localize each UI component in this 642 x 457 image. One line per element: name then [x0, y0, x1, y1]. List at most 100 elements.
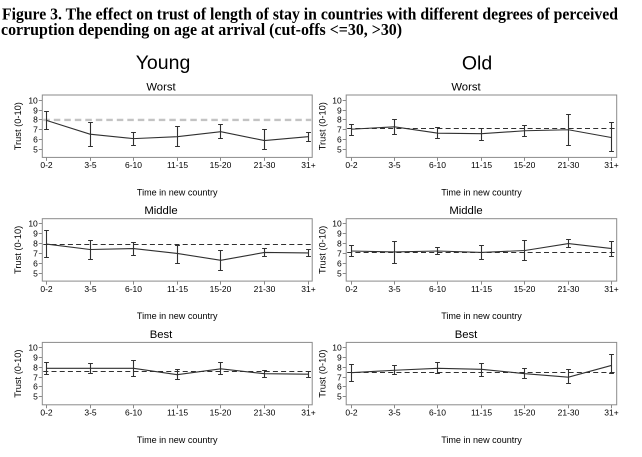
svg-text:10: 10 [332, 218, 342, 228]
svg-text:Time in new country: Time in new country [137, 435, 218, 445]
svg-text:11-15: 11-15 [471, 160, 492, 170]
svg-text:3-5: 3-5 [84, 160, 97, 170]
svg-text:0-2: 0-2 [345, 160, 358, 170]
svg-text:Time in new country: Time in new country [441, 435, 522, 445]
svg-text:3-5: 3-5 [84, 408, 97, 418]
svg-text:6: 6 [33, 258, 38, 268]
svg-text:7: 7 [33, 248, 38, 258]
svg-text:8: 8 [33, 114, 38, 124]
svg-text:6-10: 6-10 [125, 160, 142, 170]
svg-text:8: 8 [337, 114, 342, 124]
svg-text:11-15: 11-15 [471, 284, 492, 294]
svg-text:21-30: 21-30 [558, 160, 580, 170]
svg-text:11-15: 11-15 [167, 160, 188, 170]
svg-text:10: 10 [28, 342, 38, 352]
svg-text:8: 8 [337, 238, 342, 248]
svg-text:6: 6 [337, 381, 342, 391]
svg-text:11-15: 11-15 [471, 408, 492, 418]
svg-text:10: 10 [28, 218, 38, 228]
svg-text:Figure 3. The effect on trust: Figure 3. The effect on trust of length … [2, 4, 618, 24]
svg-text:5: 5 [33, 391, 38, 401]
svg-text:7: 7 [337, 124, 342, 134]
svg-text:Time in new country: Time in new country [441, 311, 522, 321]
svg-text:5: 5 [337, 144, 342, 154]
svg-text:Best: Best [150, 329, 173, 341]
svg-text:Trust (0-10): Trust (0-10) [318, 102, 328, 150]
svg-text:15-20: 15-20 [210, 160, 232, 170]
svg-text:31+: 31+ [301, 408, 315, 418]
svg-text:3-5: 3-5 [388, 284, 401, 294]
svg-text:10: 10 [332, 342, 342, 352]
svg-text:5: 5 [337, 268, 342, 278]
svg-text:6-10: 6-10 [429, 284, 446, 294]
svg-text:31+: 31+ [604, 284, 618, 294]
svg-text:15-20: 15-20 [514, 284, 536, 294]
svg-text:Trust (0-10): Trust (0-10) [318, 349, 328, 397]
svg-text:11-15: 11-15 [167, 408, 188, 418]
svg-text:Middle: Middle [144, 205, 177, 217]
svg-text:9: 9 [33, 105, 38, 115]
svg-text:Best: Best [455, 329, 478, 341]
svg-text:6-10: 6-10 [429, 160, 446, 170]
svg-text:21-30: 21-30 [558, 408, 580, 418]
svg-text:Time in new country: Time in new country [137, 311, 218, 321]
svg-text:10: 10 [28, 95, 38, 105]
svg-text:5: 5 [33, 268, 38, 278]
svg-text:6: 6 [33, 381, 38, 391]
svg-text:8: 8 [33, 238, 38, 248]
svg-text:0-2: 0-2 [40, 408, 53, 418]
svg-text:Middle: Middle [449, 205, 482, 217]
svg-text:6-10: 6-10 [125, 284, 142, 294]
svg-text:15-20: 15-20 [210, 408, 232, 418]
svg-text:11-15: 11-15 [167, 284, 188, 294]
svg-text:8: 8 [337, 362, 342, 372]
svg-text:15-20: 15-20 [514, 160, 536, 170]
svg-text:7: 7 [337, 248, 342, 258]
svg-text:0-2: 0-2 [345, 408, 358, 418]
svg-text:Trust (0-10): Trust (0-10) [13, 226, 23, 274]
svg-text:9: 9 [337, 228, 342, 238]
svg-text:5: 5 [33, 144, 38, 154]
svg-text:31+: 31+ [604, 408, 618, 418]
svg-text:21-30: 21-30 [254, 284, 276, 294]
svg-text:7: 7 [33, 372, 38, 382]
svg-text:Worst: Worst [146, 82, 176, 94]
svg-text:9: 9 [33, 352, 38, 362]
svg-text:3-5: 3-5 [84, 284, 97, 294]
svg-text:0-2: 0-2 [40, 160, 53, 170]
svg-text:7: 7 [33, 124, 38, 134]
svg-text:6: 6 [33, 134, 38, 144]
svg-text:Time in new country: Time in new country [137, 188, 218, 198]
svg-text:21-30: 21-30 [558, 284, 580, 294]
svg-text:0-2: 0-2 [345, 284, 358, 294]
svg-text:21-30: 21-30 [254, 408, 276, 418]
svg-text:15-20: 15-20 [210, 284, 232, 294]
svg-text:corruption depending on age at: corruption depending on age at arrival (… [1, 20, 402, 40]
svg-text:21-30: 21-30 [254, 160, 276, 170]
svg-text:6: 6 [337, 258, 342, 268]
svg-text:Time in new country: Time in new country [441, 188, 522, 198]
svg-text:31+: 31+ [604, 160, 618, 170]
svg-text:7: 7 [337, 372, 342, 382]
svg-text:Worst: Worst [451, 82, 481, 94]
svg-text:15-20: 15-20 [514, 408, 536, 418]
svg-text:Old: Old [462, 53, 492, 75]
svg-text:9: 9 [337, 352, 342, 362]
svg-text:10: 10 [332, 95, 342, 105]
svg-text:0-2: 0-2 [40, 284, 53, 294]
svg-text:6-10: 6-10 [125, 408, 142, 418]
svg-text:Trust (0-10): Trust (0-10) [318, 226, 328, 274]
svg-text:5: 5 [337, 391, 342, 401]
svg-text:3-5: 3-5 [388, 408, 401, 418]
svg-text:9: 9 [337, 105, 342, 115]
svg-text:Young: Young [136, 52, 191, 74]
svg-text:6-10: 6-10 [429, 408, 446, 418]
svg-text:31+: 31+ [301, 284, 315, 294]
svg-text:Trust (0-10): Trust (0-10) [13, 102, 23, 150]
svg-text:3-5: 3-5 [388, 160, 401, 170]
svg-text:8: 8 [33, 362, 38, 372]
svg-text:Trust (0-10): Trust (0-10) [13, 349, 23, 397]
svg-text:9: 9 [33, 228, 38, 238]
svg-text:6: 6 [337, 134, 342, 144]
svg-text:31+: 31+ [301, 160, 315, 170]
